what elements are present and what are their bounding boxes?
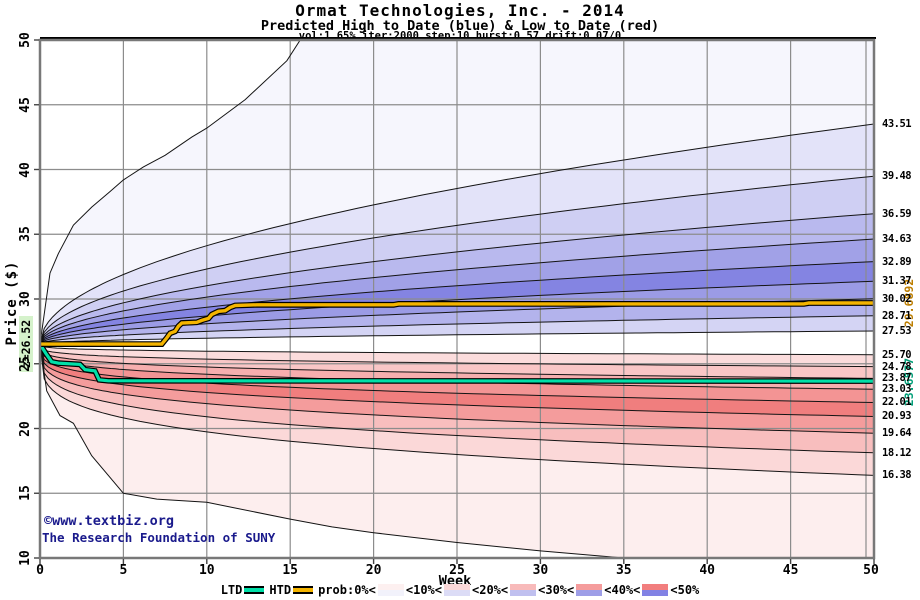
right-axis-label-22.01: 22.01 <box>882 396 912 409</box>
x-tick-label-50: 50 <box>863 563 879 578</box>
plot-border <box>38 38 876 560</box>
y-tick-label-35: 35 <box>18 226 33 243</box>
watermark-org: The Research Foundation of SUNY <box>42 530 276 545</box>
legend-swatch-prob-1 <box>444 584 470 596</box>
band-boundary-line <box>40 261 874 345</box>
right-axis-label-32.89: 32.89 <box>882 255 912 268</box>
right-axis-label-23.03: 23.03 <box>882 383 912 396</box>
x-tick-label-30: 30 <box>532 563 549 578</box>
x-tick-label-45: 45 <box>782 563 799 578</box>
band-boundary-line <box>40 238 874 345</box>
axis-ticks <box>34 39 875 564</box>
band-boundary-line <box>40 343 874 417</box>
legend-label-prob-2: <20%< <box>472 583 509 597</box>
band-boundary-line <box>40 213 874 345</box>
legend-label-prob-4: <40%< <box>604 583 641 597</box>
probability-band <box>40 344 874 390</box>
right-axis-label-19.64: 19.64 <box>882 427 912 440</box>
y-tick-label-25: 25 <box>18 355 33 372</box>
legend-label-ltd: LTD <box>220 583 243 597</box>
probability-band <box>40 344 874 379</box>
probability-band <box>40 344 874 558</box>
band-boundary-line <box>40 343 874 368</box>
ltd-line <box>40 342 874 384</box>
legend-label-prob-1: <10%< <box>405 583 442 597</box>
band-boundary-line <box>40 175 874 345</box>
x-tick-label-35: 35 <box>615 563 632 578</box>
band-boundary-line <box>40 344 874 434</box>
band-boundary-line <box>40 344 874 558</box>
right-axis-label-16.38: 16.38 <box>882 469 912 482</box>
title-divider-rule <box>40 37 876 39</box>
x-tick-label-5: 5 <box>119 563 128 578</box>
band-boundary-line <box>40 123 874 345</box>
legend-swatch-ltd <box>244 586 265 594</box>
y-tick-label-50: 50 <box>18 32 33 48</box>
y-tick-label-45: 45 <box>18 96 33 113</box>
band-boundary-line <box>40 343 874 379</box>
right-axis-label-36.59: 36.59 <box>882 207 912 220</box>
band-boundary-line <box>40 343 874 356</box>
legend-swatch-htd <box>293 586 314 594</box>
x-tick-label-15: 15 <box>282 563 299 578</box>
legend-swatch-prob-3 <box>576 584 603 596</box>
watermark-url: ©www.textbiz.org <box>44 513 175 529</box>
probability-band <box>40 40 874 345</box>
right-axis-label-23.87: 23.87 <box>882 372 912 385</box>
band-boundary-line <box>40 344 874 476</box>
legend-label-prob-3: <30%< <box>538 583 575 597</box>
right-axis-label-30.02: 30.02 <box>882 292 912 305</box>
right-axis-label-27.53: 27.53 <box>882 324 912 337</box>
right-axis-label-25.70: 25.70 <box>882 348 912 361</box>
htd-line <box>40 300 874 348</box>
right-axis-label-31.37: 31.37 <box>882 275 912 288</box>
band-boundary-line <box>40 315 874 345</box>
y-tick-label-20: 20 <box>18 420 33 437</box>
right-axis-label-20.93: 20.93 <box>882 410 912 423</box>
right-axis-label-34.63: 34.63 <box>882 233 912 246</box>
probability-band <box>40 281 874 345</box>
probability-band <box>40 213 874 345</box>
legend-swatch-prob-0 <box>377 584 404 596</box>
legend: LTD HTD prob:0%< <10%< <20%< <30%< <40%< <50% <box>0 583 920 597</box>
chart-subtitle: Predicted High to Date (blue) & Low to D… <box>260 18 660 34</box>
right-axis-label-43.51: 43.51 <box>882 118 912 131</box>
chart-title: Ormat Technologies, Inc. - 2014 <box>295 1 625 20</box>
x-tick-label-0: 0 <box>36 563 44 578</box>
x-tick-label-25: 25 <box>449 563 465 578</box>
right-axis-label-28.71: 28.71 <box>882 309 912 322</box>
legend-swatch-prob-2 <box>510 584 537 596</box>
y-tick-label-15: 15 <box>18 485 33 502</box>
right-axis-label-18.12: 18.12 <box>882 446 912 459</box>
right-axis-label-39.48: 39.48 <box>882 170 912 183</box>
y-tick-label-40: 40 <box>18 161 33 178</box>
probability-band <box>40 124 874 345</box>
band-boundary-line <box>40 344 874 454</box>
x-tick-label-10: 10 <box>198 563 215 578</box>
band-boundary-line <box>40 330 874 345</box>
x-tick-label-40: 40 <box>699 563 716 578</box>
right-axis-label-24.78: 24.78 <box>882 360 912 373</box>
probability-band <box>40 176 874 345</box>
probability-band <box>40 239 874 345</box>
y-tick-label-30: 30 <box>18 291 33 307</box>
legend-swatch-prob-4 <box>642 584 669 596</box>
probability-band <box>40 344 874 403</box>
legend-label-prob-0: prob:0%< <box>318 583 376 597</box>
band-boundary-line <box>40 40 874 345</box>
legend-label-prob-5: <50% <box>670 583 700 597</box>
legend-label-htd: HTD <box>269 583 292 597</box>
probability-band <box>40 261 874 345</box>
x-tick-label-20: 20 <box>365 563 382 578</box>
